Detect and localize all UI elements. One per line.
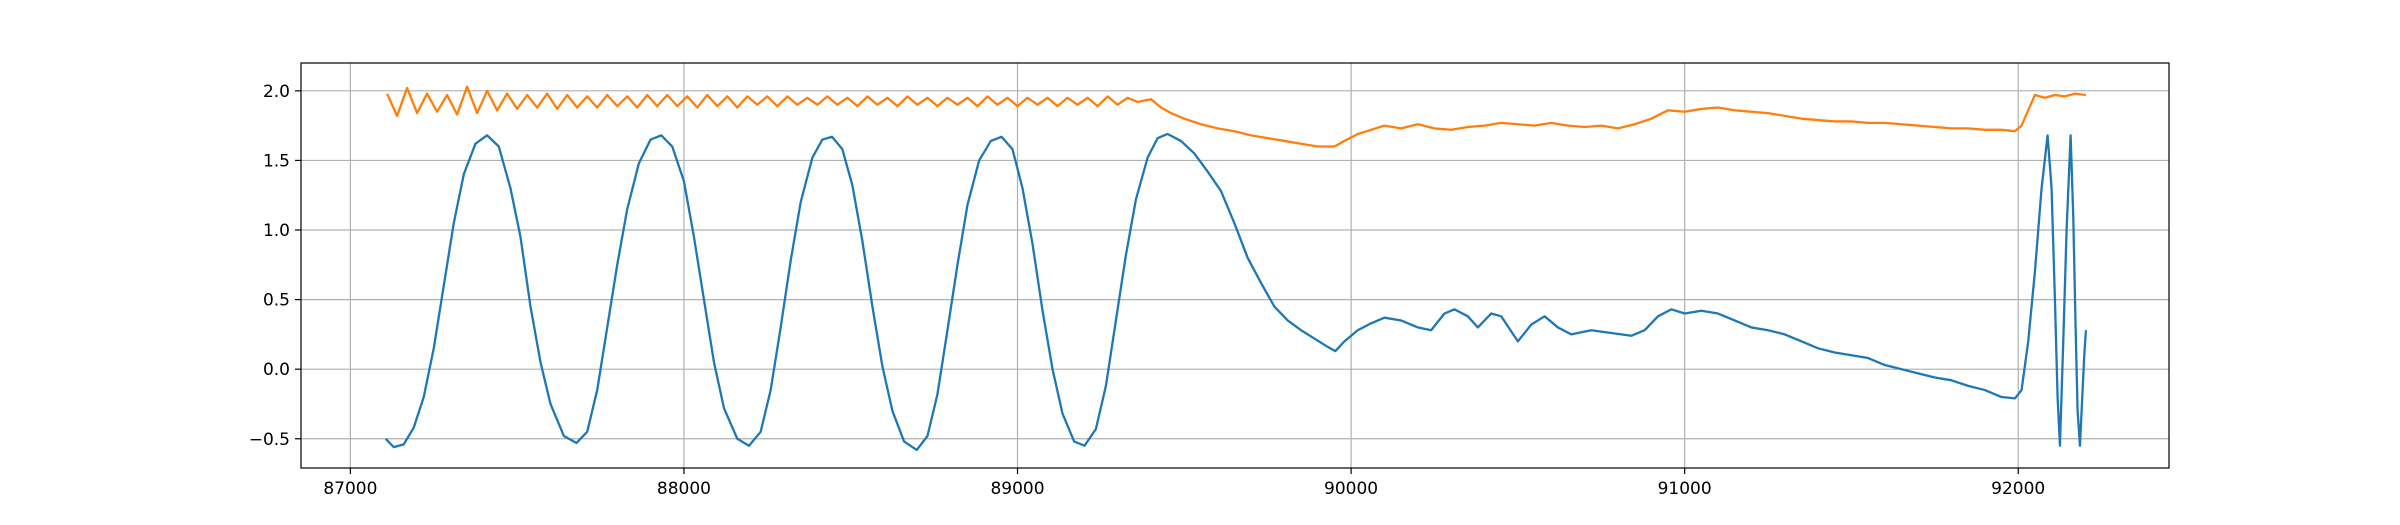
y-tick-label: 1.5 — [263, 151, 290, 171]
x-tick-label: 89000 — [990, 479, 1044, 499]
y-tick-label: 2.0 — [263, 82, 290, 102]
x-tick-label: 91000 — [1658, 479, 1712, 499]
y-tick-label: 1.0 — [263, 221, 290, 241]
x-tick-label: 92000 — [1991, 479, 2045, 499]
plot-frame — [300, 62, 2170, 469]
x-tick-label: 87000 — [323, 479, 377, 499]
x-tick-label: 88000 — [657, 479, 711, 499]
y-tick-label: −0.5 — [249, 430, 290, 450]
data-line — [386, 85, 2087, 148]
y-tick-label: 0.5 — [263, 291, 290, 311]
x-tick-label: 90000 — [1324, 479, 1378, 499]
y-tick-label: 0.0 — [263, 360, 290, 380]
data-line — [384, 132, 2088, 452]
